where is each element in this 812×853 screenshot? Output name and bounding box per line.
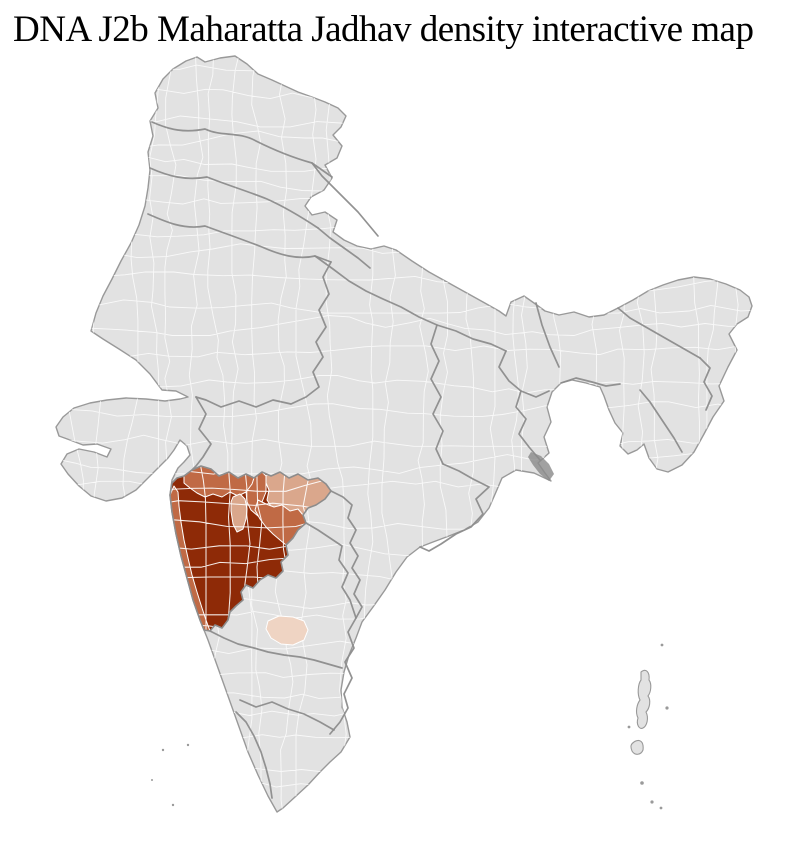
andaman-islands <box>635 669 652 729</box>
district-area-low-middle-strip[interactable] <box>230 493 248 533</box>
state-borders <box>147 121 713 799</box>
little-andaman-island <box>630 739 644 755</box>
highlighted-cluster-maharashtra[interactable] <box>28 52 812 850</box>
islands <box>151 643 669 810</box>
sundarbans-delta-patch <box>528 452 554 481</box>
district-area-very-low-karnataka[interactable] <box>265 615 309 646</box>
page-title: DNA J2b Maharatta Jadhav density interac… <box>13 9 754 50</box>
lakshadweep-island <box>161 748 165 752</box>
